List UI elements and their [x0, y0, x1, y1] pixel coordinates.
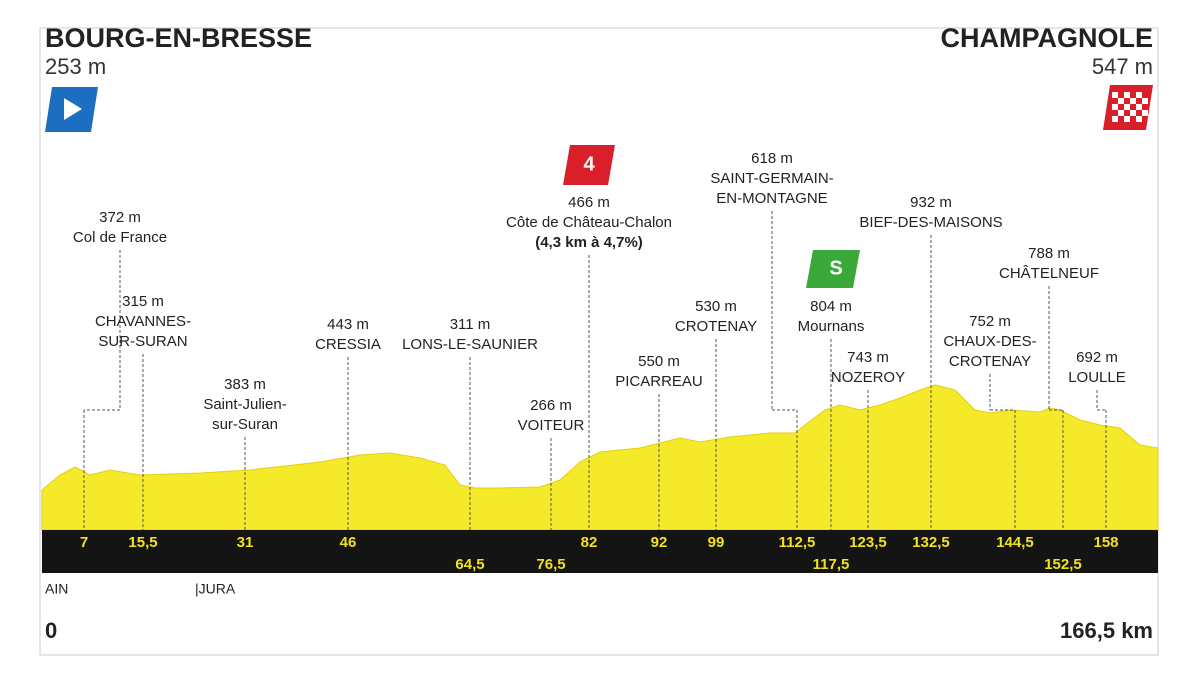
waypoint-altitude: 266 m — [530, 397, 572, 414]
waypoint-altitude: 311 m — [450, 316, 491, 333]
waypoint-name: EN-MONTAGNE — [716, 190, 827, 207]
finish-name: CHAMPAGNOLE — [941, 23, 1154, 53]
sprint-badge: S — [806, 250, 860, 288]
start-name: BOURG-EN-BRESSE — [45, 23, 312, 53]
finish-altitude: 547 m — [1092, 54, 1153, 79]
waypoint-name: SAINT-GERMAIN- — [710, 170, 833, 187]
waypoint-name: CRESSIA — [315, 336, 381, 353]
waypoint-name: CHÂTELNEUF — [999, 265, 1099, 282]
waypoint-altitude: 932 m — [910, 194, 952, 211]
waypoint-altitude: 315 m — [122, 293, 164, 310]
waypoint-name: CROTENAY — [949, 353, 1031, 370]
waypoint-name: NOZEROY — [831, 369, 905, 386]
climb-badge: 4 — [563, 145, 615, 185]
waypoint-altitude: 443 m — [327, 316, 369, 333]
waypoint-name: PICARREAU — [615, 373, 703, 390]
start-altitude: 253 m — [45, 54, 106, 79]
waypoint-name: SUR-SURAN — [98, 333, 187, 350]
climb-detail: (4,3 km à 4,7%) — [535, 234, 643, 251]
waypoint-altitude: 804 m — [810, 298, 852, 315]
waypoint-altitude: 550 m — [638, 353, 680, 370]
waypoint-name: CROTENAY — [675, 318, 757, 335]
km-label: 99 — [708, 534, 725, 551]
km-label: 76,5 — [536, 556, 565, 573]
region: AIN — [45, 581, 68, 597]
climb-category: 4 — [583, 153, 595, 175]
waypoint-altitude: 743 m — [847, 349, 889, 366]
distance-start: 0 — [45, 618, 57, 643]
start-flag — [45, 87, 98, 132]
km-label: 64,5 — [455, 556, 484, 573]
frame — [39, 27, 1159, 656]
km-label: 152,5 — [1044, 556, 1082, 573]
waypoint-altitude: 788 m — [1028, 245, 1070, 262]
waypoint-name: LOULLE — [1068, 369, 1126, 386]
km-label: 46 — [340, 534, 357, 551]
waypoint-name: Col de France — [73, 229, 167, 246]
waypoint-altitude: 692 m — [1076, 349, 1118, 366]
waypoint-altitude: 752 m — [969, 313, 1011, 330]
waypoint-altitude: 383 m — [224, 376, 266, 393]
km-label: 123,5 — [849, 534, 887, 551]
sprint-icon: S — [829, 257, 842, 279]
km-label: 92 — [651, 534, 668, 551]
waypoint-altitude: 618 m — [751, 150, 793, 167]
km-label: 15,5 — [128, 534, 157, 551]
waypoint-name: CHAVANNES- — [95, 313, 191, 330]
waypoint-altitude: 372 m — [99, 209, 141, 226]
waypoint-altitude: 530 m — [695, 298, 737, 315]
waypoint-name: LONS-LE-SAUNIER — [402, 336, 538, 353]
finish-flag — [1103, 85, 1153, 130]
km-label: 7 — [80, 534, 88, 551]
region: |JURA — [195, 581, 236, 597]
km-label: 31 — [237, 534, 254, 551]
km-label: 158 — [1093, 534, 1118, 551]
waypoint-altitude: 466 m — [568, 194, 610, 211]
elevation-profile — [41, 384, 1159, 531]
waypoint-name: sur-Suran — [212, 416, 278, 433]
waypoint-name: Côte de Château-Chalon — [506, 214, 672, 231]
waypoint-name: VOITEUR — [518, 417, 585, 434]
waypoint-name: Mournans — [798, 318, 865, 335]
km-label: 112,5 — [779, 534, 816, 551]
waypoint-name: CHAUX-DES- — [943, 333, 1036, 350]
km-label: 132,5 — [912, 534, 950, 551]
km-label: 144,5 — [996, 534, 1034, 551]
km-label: 117,5 — [813, 556, 850, 573]
distance-end: 166,5 km — [1060, 618, 1153, 643]
waypoint-name: Saint-Julien- — [203, 396, 286, 413]
km-label: 82 — [581, 534, 598, 551]
waypoint-name: BIEF-DES-MAISONS — [859, 214, 1002, 231]
km-band — [42, 530, 1158, 573]
